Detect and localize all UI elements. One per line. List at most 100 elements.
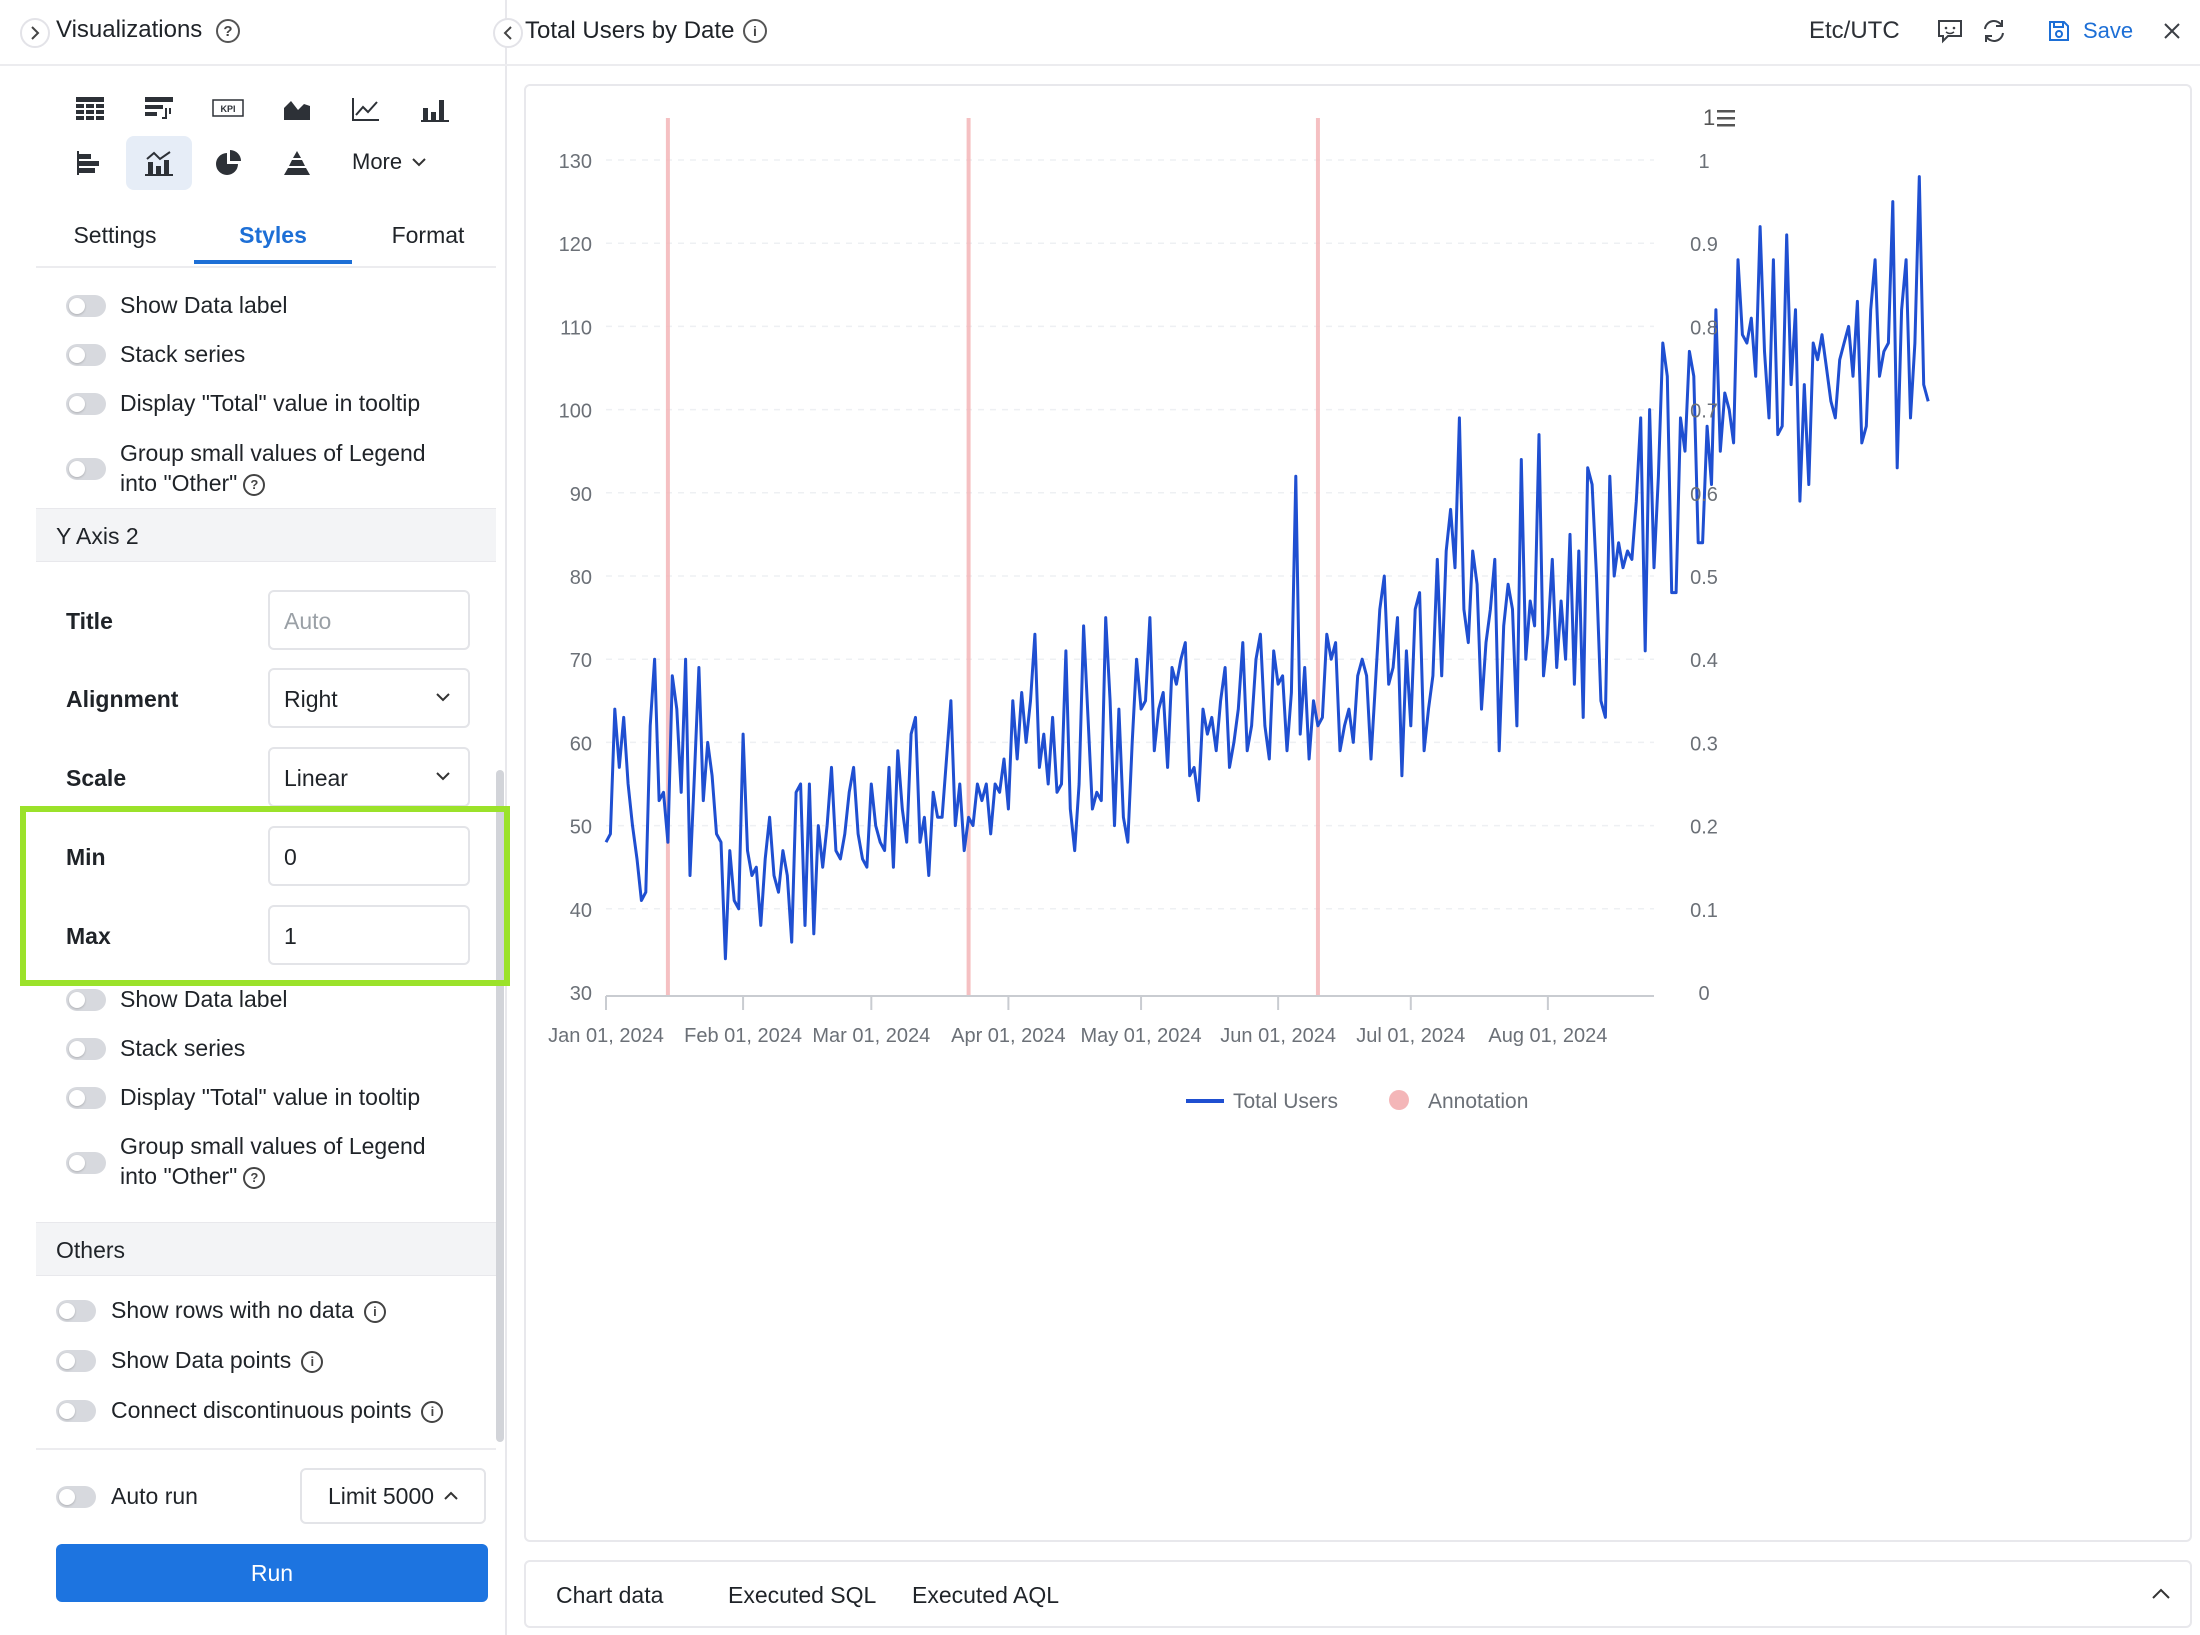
pyramid-chart-icon[interactable]: [264, 136, 330, 190]
group-small-values-text-line2: into "Other"?: [120, 1161, 266, 1191]
settings-scrollbar[interactable]: [496, 770, 504, 1442]
tab-format-label: Format: [391, 222, 465, 248]
min-input[interactable]: 0: [268, 826, 470, 886]
show-data-points-toggle[interactable]: [56, 1350, 96, 1372]
tabs-divider: [36, 266, 496, 268]
legend-swatch-annotation: [1389, 1090, 1409, 1110]
collapse-panel-button[interactable]: [493, 18, 523, 48]
y-axis-right-tick-label: 0.2: [1690, 817, 1718, 839]
stack-series-toggle[interactable]: [66, 1038, 106, 1060]
group-small-values-text-line1: Group small values of Legend: [120, 440, 426, 466]
y-axis-2-section-header[interactable]: Y Axis 2: [36, 508, 496, 562]
x-axis-tick-label: Aug 01, 2024: [1488, 1025, 1607, 1047]
group-small-values-toggle[interactable]: [66, 458, 106, 480]
y-axis-left-tick-label: 40: [570, 900, 592, 922]
show-data-label-toggle[interactable]: [66, 989, 106, 1011]
show-data-label-toggle[interactable]: [66, 295, 106, 317]
y-axis-right-tick-label: 0.3: [1690, 733, 1718, 755]
y-axis-right-tick-label: 0.1: [1690, 900, 1718, 922]
y-axis-right-tick-label: 0: [1698, 983, 1709, 1005]
help-icon[interactable]: ?: [243, 473, 266, 496]
show-data-label-text: Show Data label: [120, 292, 288, 318]
info-icon[interactable]: i: [363, 1300, 386, 1323]
auto-run-toggle[interactable]: [56, 1486, 96, 1508]
scale-field-label: Scale: [66, 765, 127, 791]
x-axis-tick-label: Jan 01, 2024: [548, 1025, 664, 1047]
show-rows-no-data-toggle[interactable]: [56, 1300, 96, 1322]
save-button[interactable]: Save: [2047, 14, 2133, 48]
chevron-down-icon: [436, 693, 450, 702]
horizontal-bar-icon[interactable]: [57, 136, 123, 190]
show-rows-no-data-text: Show rows with no data i: [111, 1295, 386, 1325]
y-axis-left-tick-label: 70: [570, 650, 592, 672]
info-icon[interactable]: i: [301, 1350, 324, 1373]
y-axis-left-tick-label: 130: [559, 151, 592, 173]
group-small-values-toggle[interactable]: [66, 1152, 106, 1174]
y-axis-left-tick-label: 100: [559, 401, 592, 423]
run-button[interactable]: Run: [56, 1544, 488, 1602]
info-icon[interactable]: i: [421, 1400, 444, 1423]
y-axis-right-tick-label: 0.6: [1690, 484, 1718, 506]
limit-dropdown[interactable]: Limit 5000: [300, 1468, 486, 1524]
tab-styles-label: Styles: [239, 222, 307, 248]
line-chart-icon[interactable]: [333, 82, 399, 136]
chart-card: 30 40 50 60 70 80 90 100 110 120 130 0 0.1 0.2 0.3 0.4 0…: [524, 84, 2192, 1542]
help-icon[interactable]: ?: [243, 1166, 266, 1189]
svg-text:KPI: KPI: [220, 104, 235, 114]
others-section-header[interactable]: Others: [36, 1222, 496, 1276]
display-total-text: Display "Total" value in tooltip: [120, 1084, 421, 1110]
tab-executed-sql[interactable]: Executed SQL: [728, 1582, 877, 1608]
chevron-left-icon: [503, 26, 512, 40]
scale-select[interactable]: Linear: [268, 747, 470, 807]
y-axis-2-header-label: Y Axis 2: [56, 523, 139, 549]
max-input[interactable]: 1: [268, 905, 470, 965]
more-charts-dropdown[interactable]: More: [352, 146, 426, 178]
y-axis-left-tick-label: 80: [570, 567, 592, 589]
axis-title-input[interactable]: Auto: [268, 590, 470, 650]
feedback-icon[interactable]: [1935, 16, 1965, 46]
active-tab-indicator: [194, 260, 352, 264]
chart-menu-icon[interactable]: 1: [1703, 105, 1735, 130]
others-header-label: Others: [56, 1237, 126, 1263]
table-icon[interactable]: [57, 82, 123, 136]
help-icon[interactable]: ?: [216, 19, 240, 43]
line-chart[interactable]: 30 40 50 60 70 80 90 100 110 120 130 0 0.1 0.2 0.3 0.4 0…: [526, 86, 2194, 1544]
alignment-select[interactable]: Right: [268, 668, 470, 728]
close-icon[interactable]: [2157, 16, 2187, 46]
title-field-label: Title: [66, 608, 113, 634]
display-total-toggle[interactable]: [66, 393, 106, 415]
chevron-up-icon[interactable]: [2152, 1588, 2170, 1600]
y-axis-right-tick-label: 0.5: [1690, 567, 1718, 589]
pie-chart-icon[interactable]: [195, 136, 261, 190]
tab-chart-data[interactable]: Chart data: [556, 1582, 664, 1608]
display-total-text: Display "Total" value in tooltip: [120, 390, 421, 416]
refresh-icon[interactable]: [1979, 16, 2009, 46]
pivot-table-icon[interactable]: [126, 82, 192, 136]
info-icon[interactable]: i: [743, 19, 767, 43]
stack-series-toggle[interactable]: [66, 344, 106, 366]
y-axis-right-tick-label: 0.9: [1690, 234, 1718, 256]
more-label: More: [352, 149, 403, 174]
timezone-selector[interactable]: Etc/UTC: [1809, 17, 1900, 44]
kpi-icon[interactable]: KPI: [195, 82, 261, 136]
x-axis-tick-label: Mar 01, 2024: [812, 1025, 930, 1047]
panel-title: Visualizations: [56, 16, 203, 43]
y-axis-right-tick-label: 0.8: [1690, 317, 1718, 339]
area-chart-icon[interactable]: [264, 82, 330, 136]
chevron-down-icon: [412, 158, 426, 167]
combo-chart-icon[interactable]: [126, 136, 192, 190]
expand-panel-button[interactable]: [20, 18, 50, 48]
tab-executed-aql[interactable]: Executed AQL: [912, 1582, 1060, 1608]
tab-format[interactable]: Format: [352, 222, 504, 268]
limit-label: Limit 5000: [327, 1482, 435, 1509]
display-total-toggle[interactable]: [66, 1087, 106, 1109]
connect-points-toggle[interactable]: [56, 1400, 96, 1422]
run-footer: Auto run Limit 5000 Run: [36, 1448, 496, 1635]
bar-chart-icon[interactable]: [402, 82, 468, 136]
connect-points-label: Connect discontinuous points: [111, 1397, 412, 1423]
tab-settings[interactable]: Settings: [36, 222, 194, 268]
floppy-disk-icon: [2049, 21, 2069, 41]
tab-styles[interactable]: Styles: [194, 222, 352, 268]
min-value: 0: [284, 844, 297, 870]
y-axis-left-tick-label: 90: [570, 484, 592, 506]
